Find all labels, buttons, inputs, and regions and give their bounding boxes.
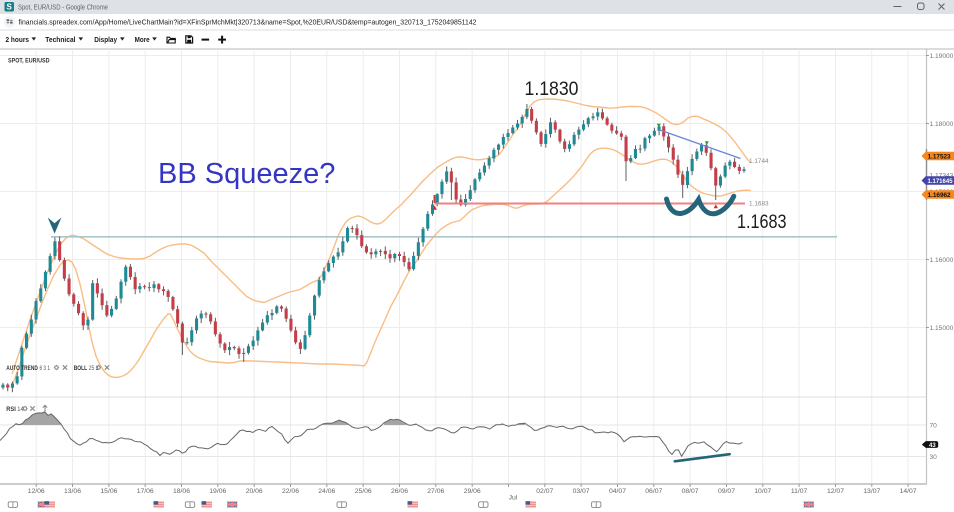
- svg-text:SPOT, EUR/USD: SPOT, EUR/USD: [8, 58, 50, 65]
- svg-text:15/06: 15/06: [100, 488, 117, 495]
- svg-text:17/06: 17/06: [137, 488, 154, 495]
- svg-text:30: 30: [930, 454, 938, 461]
- svg-text:2 hours: 2 hours: [6, 35, 30, 44]
- svg-text:43: 43: [929, 443, 936, 449]
- svg-text:RSI: RSI: [6, 406, 16, 413]
- svg-text:1.1744: 1.1744: [749, 158, 769, 165]
- svg-text:70: 70: [930, 422, 938, 429]
- svg-text:09/07: 09/07: [718, 488, 735, 495]
- svg-text:14: 14: [17, 406, 24, 413]
- svg-text:06/07: 06/07: [645, 488, 662, 495]
- svg-text:Display: Display: [94, 35, 117, 44]
- svg-text:1.19000: 1.19000: [930, 53, 954, 60]
- svg-text:03/07: 03/07: [573, 488, 590, 495]
- svg-text:1.1830: 1.1830: [525, 78, 579, 100]
- svg-text:29/06: 29/06: [464, 488, 481, 495]
- svg-text:14/07: 14/07: [900, 488, 917, 495]
- svg-text:Spot, EUR/USD - Google Chrome: Spot, EUR/USD - Google Chrome: [18, 3, 108, 12]
- svg-text:AUTO TREND: AUTO TREND: [6, 365, 38, 372]
- svg-text:1.16962: 1.16962: [928, 192, 952, 199]
- svg-text:BOLL: BOLL: [74, 365, 88, 372]
- svg-text:08/07: 08/07: [682, 488, 699, 495]
- svg-text:18/06: 18/06: [173, 488, 190, 495]
- svg-text:26/06: 26/06: [391, 488, 408, 495]
- svg-text:25 2: 25 2: [89, 365, 99, 372]
- svg-text:1.15000: 1.15000: [930, 325, 954, 332]
- svg-text:6 3 1: 6 3 1: [40, 365, 51, 372]
- svg-text:24/06: 24/06: [318, 488, 335, 495]
- svg-text:10/07: 10/07: [754, 488, 771, 495]
- svg-text:1.16000: 1.16000: [930, 257, 954, 264]
- svg-text:1.18000: 1.18000: [930, 121, 954, 128]
- svg-text:1.171645: 1.171645: [928, 179, 954, 185]
- svg-text:Jul: Jul: [509, 495, 518, 502]
- svg-text:13/07: 13/07: [863, 488, 880, 495]
- svg-text:Technical: Technical: [45, 35, 75, 44]
- svg-text:1.1683: 1.1683: [737, 211, 787, 233]
- svg-text:22/06: 22/06: [282, 488, 299, 495]
- svg-text:1.1683: 1.1683: [749, 201, 769, 208]
- svg-text:More: More: [135, 35, 150, 44]
- svg-text:13/06: 13/06: [64, 488, 81, 495]
- svg-text:02/07: 02/07: [536, 488, 553, 495]
- svg-text:27/06: 27/06: [427, 488, 444, 495]
- svg-text:19/06: 19/06: [209, 488, 226, 495]
- svg-text:BB Squeeze?: BB Squeeze?: [158, 158, 335, 190]
- svg-text:25/06: 25/06: [355, 488, 372, 495]
- svg-text:financials.spreadex.com/App/Ho: financials.spreadex.com/App/Home/LiveCha…: [19, 17, 477, 26]
- svg-text:11/07: 11/07: [791, 488, 808, 495]
- svg-text:S: S: [7, 3, 13, 12]
- svg-text:04/07: 04/07: [609, 488, 626, 495]
- svg-text:1.17523: 1.17523: [928, 153, 952, 160]
- svg-text:1.17343: 1.17343: [930, 173, 954, 180]
- svg-text:12/06: 12/06: [28, 488, 45, 495]
- svg-text:12/07: 12/07: [827, 488, 844, 495]
- svg-text:20/06: 20/06: [246, 488, 263, 495]
